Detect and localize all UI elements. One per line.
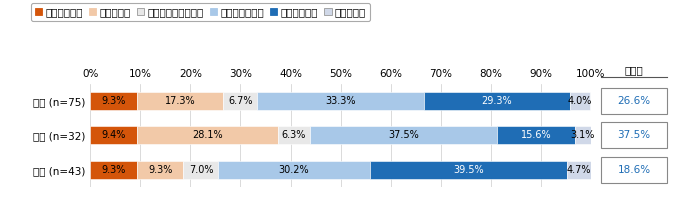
- Bar: [370, 161, 567, 179]
- Text: 6.3%: 6.3%: [281, 130, 306, 140]
- Bar: [278, 126, 309, 144]
- Bar: [137, 161, 183, 179]
- Text: 28.1%: 28.1%: [193, 130, 223, 140]
- Bar: [567, 161, 591, 179]
- Text: 6.7%: 6.7%: [228, 96, 252, 106]
- Text: 37.5%: 37.5%: [388, 130, 418, 140]
- Text: 9.3%: 9.3%: [101, 96, 126, 106]
- Text: 33.3%: 33.3%: [325, 96, 356, 106]
- Text: 9.4%: 9.4%: [101, 130, 126, 140]
- Bar: [257, 92, 424, 110]
- Text: 4.0%: 4.0%: [568, 96, 592, 106]
- Bar: [90, 92, 137, 110]
- Bar: [183, 161, 218, 179]
- Bar: [137, 92, 224, 110]
- Bar: [138, 126, 278, 144]
- Bar: [90, 161, 137, 179]
- Text: 26.6%: 26.6%: [618, 96, 651, 106]
- Bar: [570, 92, 590, 110]
- Text: 18.6%: 18.6%: [618, 165, 651, 175]
- Text: 37.5%: 37.5%: [618, 130, 651, 140]
- Text: 29.3%: 29.3%: [482, 96, 512, 106]
- Text: 3.1%: 3.1%: [571, 130, 595, 140]
- Bar: [497, 126, 575, 144]
- Text: 30.2%: 30.2%: [279, 165, 309, 175]
- Text: 9.3%: 9.3%: [101, 165, 126, 175]
- Text: 肯定計: 肯定計: [625, 66, 644, 76]
- Text: 39.5%: 39.5%: [453, 165, 484, 175]
- Text: 17.3%: 17.3%: [165, 96, 195, 106]
- Bar: [90, 126, 138, 144]
- Text: 9.3%: 9.3%: [148, 165, 172, 175]
- Bar: [575, 126, 591, 144]
- Text: 15.6%: 15.6%: [521, 130, 552, 140]
- Legend: 非常に感じる, 多少感じる, どちらとも言えない, あまり感じない, 全く感じない, わからない: 非常に感じる, 多少感じる, どちらとも言えない, あまり感じない, 全く感じな…: [31, 3, 370, 21]
- Text: 4.7%: 4.7%: [566, 165, 591, 175]
- Bar: [309, 126, 497, 144]
- Bar: [224, 92, 257, 110]
- Bar: [424, 92, 570, 110]
- Bar: [218, 161, 370, 179]
- Text: 7.0%: 7.0%: [188, 165, 213, 175]
